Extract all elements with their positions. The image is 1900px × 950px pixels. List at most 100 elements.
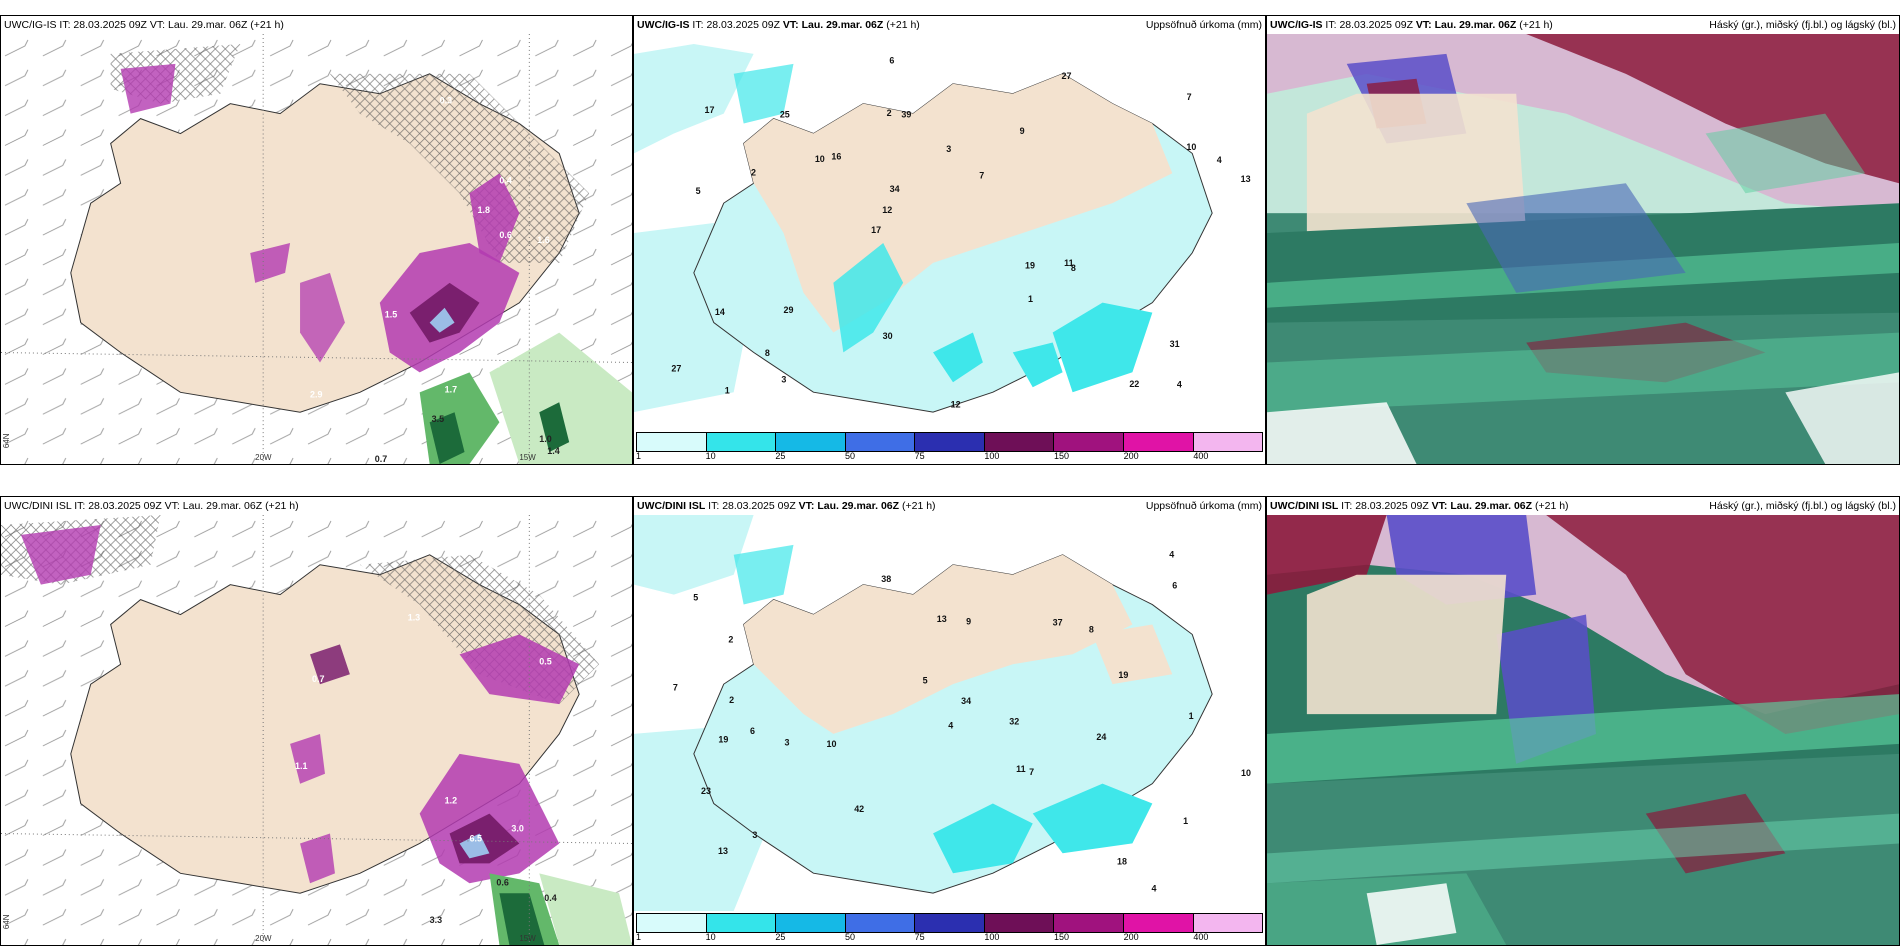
precip-total-label: 5 bbox=[693, 593, 698, 603]
precip-total-label: 17 bbox=[704, 105, 714, 115]
precip-total-label: 12 bbox=[882, 205, 892, 215]
row2-mid-vt-label: VT: bbox=[798, 500, 815, 512]
precip-total-label: 10 bbox=[826, 739, 836, 749]
colorbar-swatch bbox=[845, 433, 916, 451]
row1-value-label: 1.8 bbox=[477, 205, 489, 215]
row1-value-label: 2.9 bbox=[310, 389, 322, 399]
row2-mid-right-label: Uppsöfnuð úrkoma (mm) bbox=[1145, 500, 1262, 512]
row1-right-lead: (+21 h) bbox=[1519, 19, 1553, 31]
row2-right-valid-time: Lau. 29.mar. 06Z bbox=[1450, 500, 1533, 512]
colorbar-tick-label: 10 bbox=[705, 932, 716, 942]
precip-total-label: 22 bbox=[1129, 379, 1139, 389]
row1-precip-total-labels: 4571791231416278397817613191012303425272… bbox=[671, 56, 1250, 410]
row2-value-label: 0.5 bbox=[539, 656, 551, 666]
precip-total-label: 4 bbox=[1217, 155, 1222, 165]
row2-colorbar-boxes bbox=[636, 913, 1263, 933]
colorbar-tick-label: 75 bbox=[914, 451, 925, 461]
row2-right-run-time: 28.03.2025 09Z bbox=[1355, 500, 1429, 512]
precip-total-label: 4 bbox=[1177, 380, 1182, 390]
row2-mid-model: UWC/DINI ISL bbox=[637, 500, 706, 512]
row2-wind-map: 20W 15W 64N 3.0 6.5 1.2 0.6 0.4 0.5 0.7 … bbox=[1, 515, 632, 945]
row1-wind-map-svg: 20W 15W 64N 2.7 2.9 3.5 1.7 1.8 1.0 1.4 … bbox=[1, 34, 632, 464]
row1-colorbar-labels: 1 10 25 50 75 100 150 200 400 bbox=[636, 451, 1263, 463]
row1-wind-map: 20W 15W 64N 2.7 2.9 3.5 1.7 1.8 1.0 1.4 … bbox=[1, 34, 632, 464]
colorbar-swatch bbox=[1123, 433, 1194, 451]
precip-total-label: 10 bbox=[1241, 768, 1251, 778]
row1-value-label: 0.3 bbox=[440, 96, 452, 106]
precip-total-label: 34 bbox=[890, 184, 900, 194]
precip-total-label: 6 bbox=[1172, 581, 1177, 591]
precip-total-label: 31 bbox=[1170, 339, 1180, 349]
row2-value-label: 0.6 bbox=[496, 877, 508, 887]
precip-total-label: 4 bbox=[1169, 550, 1174, 560]
row1-precip-map: 4 5 7 17 9 1 2 3 14 16 27 8 39 7 8 17 6 13 19 10 12 30 34 25 27 2… bbox=[634, 34, 1265, 430]
row1-value-label: 3.5 bbox=[432, 414, 444, 424]
row1-cloud-panel-header: UWC/IG-IS IT: 28.03.2025 09Z VT: Lau. 29… bbox=[1267, 16, 1899, 34]
row1-right-valid-time: Lau. 29.mar. 06Z bbox=[1434, 19, 1517, 31]
colorbar-tick-label: 50 bbox=[845, 932, 856, 942]
row1-mid-it-label: IT: bbox=[692, 19, 704, 31]
row2-wind-map-svg: 20W 15W 64N 3.0 6.5 1.2 0.6 0.4 0.5 0.7 … bbox=[1, 515, 632, 945]
row1-value-label: 2.7 bbox=[489, 359, 501, 369]
row2-value-label: 1.3 bbox=[408, 613, 420, 623]
colorbar-swatch bbox=[915, 914, 985, 932]
row2-wind-panel-header: UWC/DINI ISL IT: 28.03.2025 09Z VT: Lau.… bbox=[1, 497, 632, 515]
row1-mid-right-label: Uppsöfnuð úrkoma (mm) bbox=[1145, 19, 1262, 31]
row2-lat-label-64n: 64N bbox=[2, 914, 11, 929]
precip-total-label: 1 bbox=[1189, 711, 1194, 721]
row1-mid-model: UWC/IG-IS bbox=[637, 19, 690, 31]
precip-total-label: 34 bbox=[961, 696, 971, 706]
colorbar-tick-label: 25 bbox=[775, 451, 786, 461]
row1-right-model: UWC/IG-IS bbox=[1270, 19, 1323, 31]
precip-total-label: 30 bbox=[883, 331, 893, 341]
precip-total-label: 19 bbox=[1025, 261, 1035, 271]
precip-total-label: 18 bbox=[1117, 856, 1127, 866]
precip-total-label: 11 bbox=[1064, 258, 1073, 268]
colorbar-swatch bbox=[776, 914, 846, 932]
colorbar-swatch bbox=[845, 914, 916, 932]
precip-total-label: 19 bbox=[718, 735, 728, 745]
row1-right-it-label: IT: bbox=[1325, 19, 1337, 31]
row1-cloud-map bbox=[1267, 34, 1899, 464]
precip-total-label: 39 bbox=[901, 109, 911, 119]
row1-colorbar-boxes bbox=[636, 432, 1263, 452]
row2-value-label: 3.3 bbox=[430, 915, 442, 925]
precip-total-label: 2 bbox=[887, 108, 892, 118]
row1-mid-vt-label: VT: bbox=[782, 19, 799, 31]
colorbar-swatch bbox=[637, 433, 707, 451]
colorbar-swatch bbox=[984, 433, 1055, 451]
precip-total-label: 7 bbox=[1029, 767, 1034, 777]
colorbar-swatch bbox=[776, 433, 846, 451]
row1-precip-map-svg: 4571791231416278397817613191012303425272… bbox=[634, 34, 1265, 430]
precip-total-label: 2 bbox=[729, 695, 734, 705]
precip-total-label: 13 bbox=[937, 614, 947, 624]
row2-lon-label-15w: 15W bbox=[519, 934, 536, 943]
precip-total-label: 4 bbox=[948, 720, 953, 730]
precip-total-label: 3 bbox=[946, 144, 951, 154]
row2-mid-run-time: 28.03.2025 09Z bbox=[722, 500, 796, 512]
row1-right-run-time: 28.03.2025 09Z bbox=[1339, 19, 1413, 31]
row1-value-label: 1.5 bbox=[385, 310, 397, 320]
precip-total-label: 10 bbox=[1186, 142, 1196, 152]
row2-right-lead: (+21 h) bbox=[1534, 500, 1569, 512]
row2-right-it-label: IT: bbox=[1341, 500, 1353, 512]
colorbar-swatch bbox=[706, 433, 777, 451]
precip-total-label: 12 bbox=[951, 400, 961, 410]
precip-total-label: 3 bbox=[781, 375, 786, 385]
row1-value-label: 1.0 bbox=[539, 434, 551, 444]
colorbar-tick-label: 100 bbox=[984, 451, 1000, 461]
colorbar-swatch bbox=[706, 914, 777, 932]
colorbar-tick-label: 200 bbox=[1123, 451, 1139, 461]
colorbar-tick-label: 400 bbox=[1193, 451, 1209, 461]
precip-total-label: 7 bbox=[673, 683, 678, 693]
row2-right-right-label: Háský (gr.), miðský (fj.bl.) og lágský (… bbox=[1709, 500, 1896, 512]
precip-total-label: 37 bbox=[1053, 617, 1063, 627]
row2-mid-lead: (+21 h) bbox=[901, 500, 936, 512]
colorbar-swatch bbox=[1054, 914, 1124, 932]
row1-precip-panel-header: UWC/IG-IS IT: 28.03.2025 09Z VT: Lau. 29… bbox=[634, 16, 1265, 34]
row1-right-vt-label: VT: bbox=[1415, 19, 1432, 31]
row1-wind-precip-panel: UWC/IG-IS IT: 28.03.2025 09Z VT: Lau. 29… bbox=[0, 15, 633, 465]
precip-total-label: 14 bbox=[715, 307, 725, 317]
